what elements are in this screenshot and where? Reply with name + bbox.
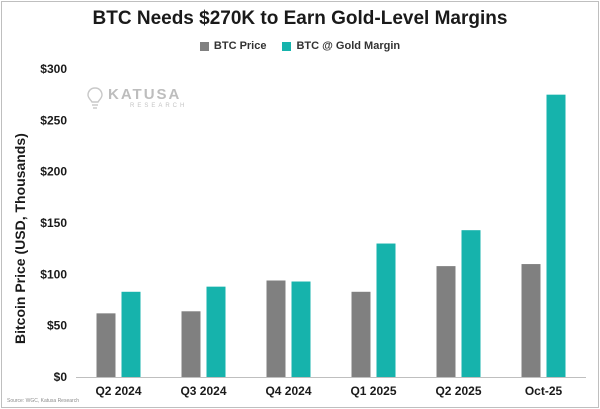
x-tick-label: Q1 2025 — [350, 384, 396, 398]
y-axis-label: Bitcoin Price (USD, Thousands) — [12, 133, 28, 344]
bar-btc-gold-margin — [546, 94, 566, 378]
y-tick-label: $150 — [40, 216, 67, 230]
legend-swatch-btc-price — [199, 41, 209, 51]
legend: BTC Price BTC @ Gold Margin — [0, 40, 600, 52]
legend-item-btc-gold-margin: BTC @ Gold Margin — [282, 40, 400, 52]
bar-btc-gold-margin — [291, 281, 311, 377]
x-tick-label: Oct-25 — [525, 384, 563, 398]
bar-btc-gold-margin — [376, 243, 396, 377]
y-tick-label: $300 — [40, 62, 67, 76]
legend-label-btc-price: BTC Price — [213, 40, 267, 52]
source-note: Source: WGC, Katusa Research — [7, 398, 79, 404]
legend-swatch-btc-gold-margin — [282, 41, 292, 51]
legend-item-btc-price: BTC Price — [199, 40, 267, 52]
bar-btc-price — [181, 311, 201, 377]
bar-btc-price — [521, 264, 541, 377]
bar-btc-price — [436, 266, 456, 377]
y-tick-label: $50 — [47, 319, 67, 333]
x-tick-label: Q2 2025 — [435, 384, 481, 398]
bar-btc-gold-margin — [121, 291, 141, 377]
x-tick-label: Q4 2024 — [265, 384, 311, 398]
bar-btc-price — [266, 280, 286, 377]
y-tick-label: $0 — [54, 370, 68, 384]
lightbulb-icon — [87, 87, 103, 109]
y-tick-label: $250 — [40, 113, 67, 127]
legend-label-btc-gold-margin: BTC @ Gold Margin — [296, 40, 401, 52]
chart-title: BTC Needs $270K to Earn Gold-Level Margi… — [92, 8, 508, 29]
bar-btc-price — [351, 291, 371, 377]
y-tick-label: $200 — [40, 165, 67, 179]
bar-btc-gold-margin — [206, 286, 226, 377]
bar-btc-gold-margin — [461, 230, 481, 377]
x-tick-label: Q3 2024 — [180, 384, 226, 398]
watermark-sub: RESEARCH — [130, 103, 188, 109]
y-tick-label: $100 — [40, 267, 67, 281]
watermark-main: KATUSA — [108, 86, 182, 103]
katusa-watermark: KATUSA RESEARCH — [86, 86, 187, 110]
x-tick-label: Q2 2024 — [95, 384, 141, 398]
bar-btc-price — [96, 313, 116, 377]
